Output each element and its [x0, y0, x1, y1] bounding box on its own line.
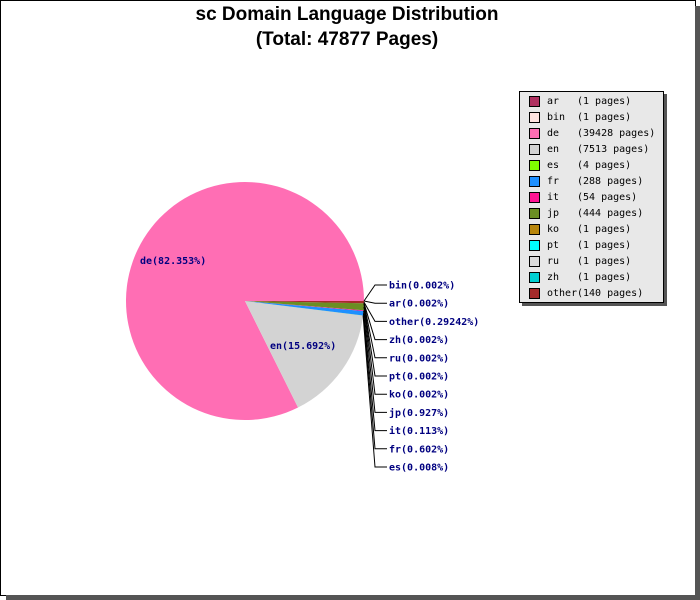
- pie-slice-en: [245, 301, 364, 408]
- legend-code: it: [547, 191, 560, 203]
- pie-slice-de: [126, 182, 364, 421]
- callout-line-ko: [363, 303, 387, 395]
- legend-item-en: en (7513 pages): [529, 141, 649, 157]
- legend-count: (1 pages): [577, 255, 632, 267]
- pie-slice-ru: [245, 301, 364, 304]
- slice-label-jp: jp(0.927%): [389, 407, 449, 419]
- legend-count: (39428 pages): [577, 127, 656, 139]
- slice-label-ar: ar(0.002%): [389, 299, 449, 310]
- slice-label-es: es(0.008%): [389, 463, 449, 474]
- legend-swatch: [529, 191, 540, 203]
- legend-code: ru: [547, 255, 560, 267]
- legend-count: (444 pages): [577, 207, 644, 219]
- callout-line-es: [362, 315, 387, 468]
- legend-code: other: [547, 287, 578, 299]
- pie-slice-zh: [245, 301, 364, 304]
- slice-label-ko: ko(0.002%): [389, 390, 449, 401]
- legend-count: (140 pages): [577, 287, 644, 299]
- legend-swatch: [529, 111, 540, 123]
- legend-count: (1 pages): [577, 223, 632, 235]
- legend-code: pt: [547, 239, 560, 251]
- legend-count: (4 pages): [577, 159, 632, 171]
- legend-count: (1 pages): [577, 95, 632, 107]
- legend-code: es: [547, 159, 560, 171]
- pie-slice-it: [245, 301, 364, 312]
- legend-count: (7513 pages): [577, 143, 650, 155]
- legend-swatch: [529, 159, 540, 171]
- slice-label-ru: ru(0.002%): [389, 353, 449, 364]
- callout-line-jp: [363, 306, 387, 413]
- legend-code: jp: [547, 207, 560, 219]
- callout-line-bin: [363, 284, 387, 302]
- legend-swatch: [529, 239, 540, 251]
- chart-subtitle: (Total: 47877 Pages): [255, 29, 439, 50]
- legend-item-ko: ko (1 pages): [529, 221, 631, 237]
- legend-item-zh: zh (1 pages): [529, 269, 631, 285]
- pie-slice-jp: [245, 301, 364, 311]
- pie-slice-other: [245, 301, 364, 304]
- legend-swatch: [529, 223, 540, 235]
- legend-code: ko: [547, 223, 560, 235]
- legend-swatch: [529, 143, 540, 155]
- legend-swatch: [529, 255, 540, 267]
- slice-label-bin: bin(0.002%): [389, 280, 455, 292]
- legend-item-it: it (54 pages): [529, 189, 637, 205]
- legend-code: bin: [547, 111, 566, 123]
- chart-title: sc Domain Language Distribution: [195, 4, 499, 25]
- frame-shadow-bottom: [6, 595, 700, 600]
- legend-count: (288 pages): [577, 175, 644, 187]
- legend-code: ar: [547, 95, 560, 107]
- legend-item-other: other (140 pages): [529, 285, 643, 301]
- callout-line-zh: [363, 303, 387, 341]
- legend-swatch: [529, 95, 540, 107]
- legend-count: (54 pages): [577, 191, 638, 203]
- slice-label-de: de(82.353%): [140, 256, 206, 267]
- legend-swatch: [529, 127, 540, 139]
- callout-line-ru: [363, 303, 387, 359]
- pie-slice-es: [245, 301, 364, 316]
- frame-shadow-right: [695, 6, 700, 600]
- slice-label-other: other(0.29242%): [389, 317, 479, 328]
- legend-item-bin: bin (1 pages): [529, 109, 631, 125]
- legend-count: (1 pages): [577, 239, 632, 251]
- legend-swatch: [529, 175, 540, 187]
- slice-label-pt: pt(0.002%): [389, 372, 449, 383]
- callout-line-ar: [363, 300, 387, 304]
- legend-item-ar: ar (1 pages): [529, 93, 631, 109]
- callout-line-other: [363, 301, 387, 322]
- legend-item-es: es (4 pages): [529, 157, 631, 173]
- pie-slice-ko: [245, 301, 364, 304]
- legend: ar (1 pages) bin (1 pages) de (39428 pages) en…: [519, 91, 664, 303]
- legend-code: zh: [547, 271, 560, 283]
- slice-label-zh: zh(0.002%): [389, 335, 449, 346]
- slice-label-en: en(15.692%): [270, 341, 336, 352]
- legend-swatch: [529, 271, 540, 283]
- callout-line-pt: [363, 303, 387, 377]
- legend-item-ru: ru (1 pages): [529, 253, 631, 269]
- legend-item-fr: fr (288 pages): [529, 173, 643, 189]
- slice-label-it: it(0.113%): [389, 425, 449, 437]
- legend-code: en: [547, 143, 560, 155]
- legend-code: de: [547, 127, 560, 139]
- callout-line-it: [363, 310, 387, 432]
- legend-count: (1 pages): [577, 111, 632, 123]
- pie-slice-fr: [245, 301, 364, 316]
- legend-item-de: de (39428 pages): [529, 125, 655, 141]
- legend-swatch: [529, 207, 540, 219]
- callout-line-fr: [362, 313, 387, 450]
- legend-swatch: [529, 287, 540, 299]
- legend-item-pt: pt (1 pages): [529, 237, 631, 253]
- pie-slice-pt: [245, 301, 364, 304]
- legend-item-jp: jp (444 pages): [529, 205, 643, 221]
- slice-label-fr: fr(0.602%): [389, 444, 449, 455]
- legend-count: (1 pages): [577, 271, 632, 283]
- legend-code: fr: [547, 175, 560, 187]
